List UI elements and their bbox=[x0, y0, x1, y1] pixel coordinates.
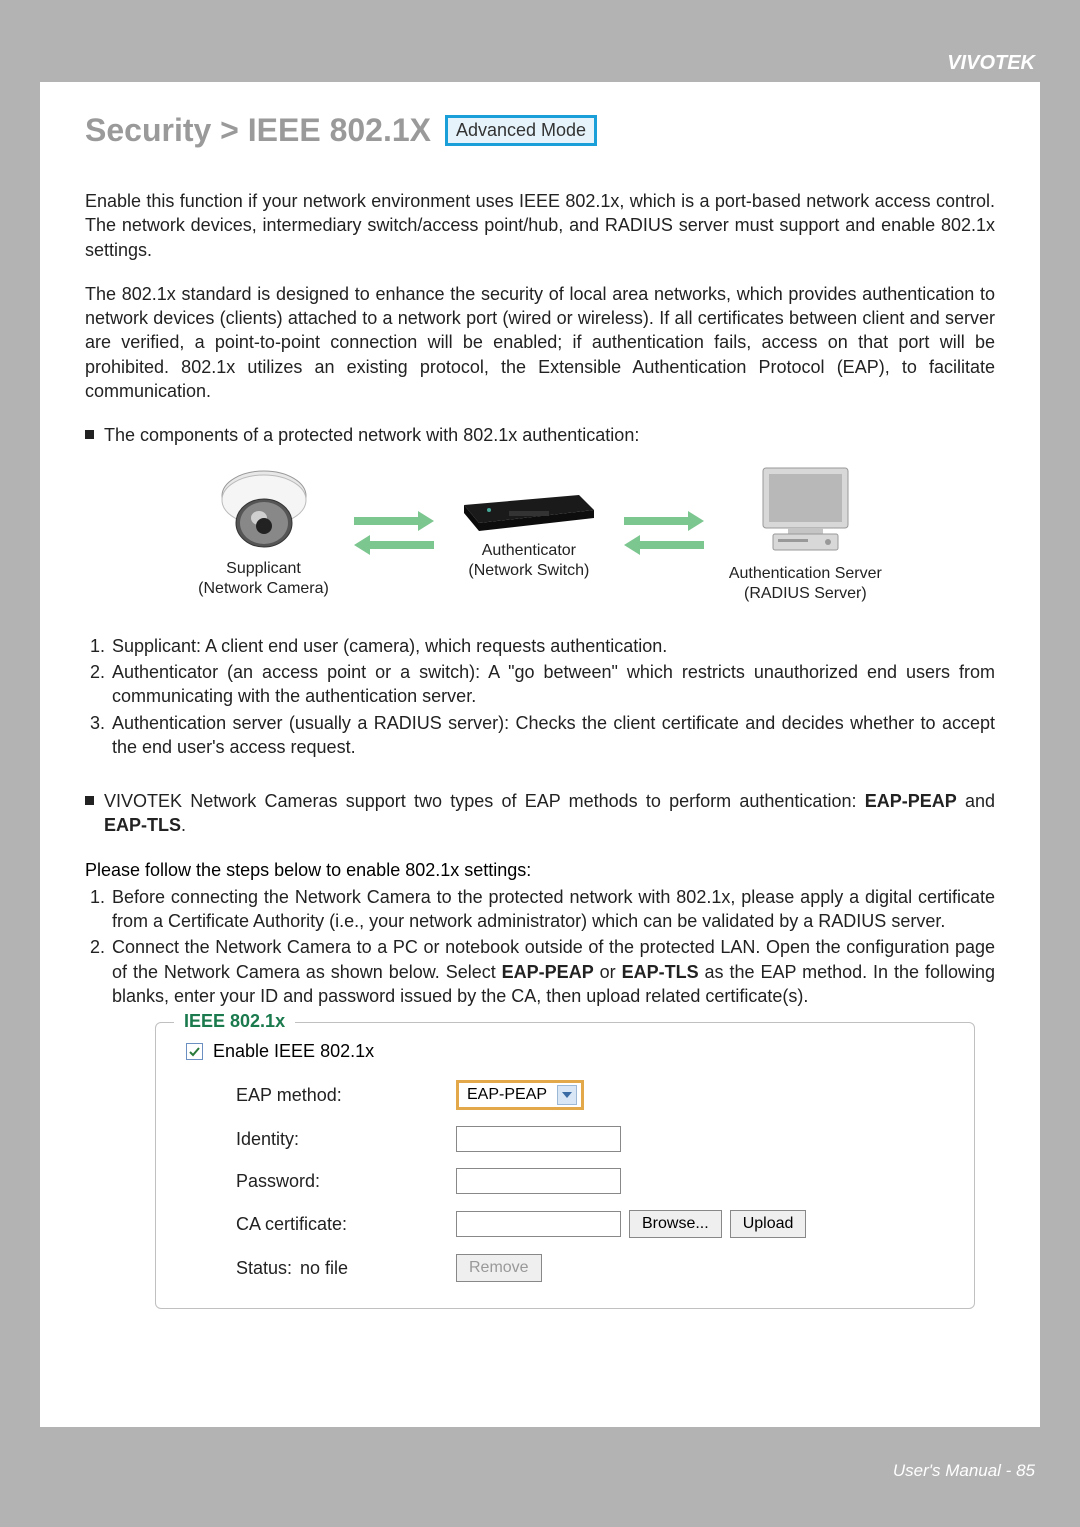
server-label: Authentication Server (RADIUS Server) bbox=[729, 564, 882, 604]
list-item: 3. Authentication server (usually a RADI… bbox=[90, 711, 995, 760]
eap-method-select[interactable]: EAP-PEAP bbox=[456, 1080, 584, 1110]
list-item: 2. Connect the Network Camera to a PC or… bbox=[90, 935, 995, 1008]
arrow-right-icon bbox=[624, 511, 704, 531]
check-icon bbox=[188, 1045, 201, 1058]
ca-certificate-row: CA certificate: Browse... Upload bbox=[186, 1210, 944, 1238]
page-header: VIVOTEK bbox=[0, 0, 1080, 82]
server-item: Authentication Server (RADIUS Server) bbox=[729, 463, 882, 604]
enable-checkbox-label: Enable IEEE 802.1x bbox=[213, 1041, 374, 1062]
upload-button[interactable]: Upload bbox=[730, 1210, 807, 1238]
arrow-pair-2 bbox=[624, 511, 704, 555]
advanced-mode-badge: Advanced Mode bbox=[445, 115, 597, 146]
enable-checkbox[interactable] bbox=[186, 1043, 203, 1060]
arrow-right-icon bbox=[354, 511, 434, 531]
intro-paragraph-1: Enable this function if your network env… bbox=[85, 189, 995, 262]
fieldset-legend: IEEE 802.1x bbox=[174, 1011, 295, 1032]
brand-logo: VIVOTEK bbox=[947, 52, 1035, 75]
components-bullet: The components of a protected network wi… bbox=[85, 423, 995, 447]
arrow-left-icon bbox=[624, 535, 704, 555]
steps-list: 1. Before connecting the Network Camera … bbox=[90, 885, 995, 1008]
arrow-pair-1 bbox=[354, 511, 434, 555]
components-list: 1. Supplicant: A client end user (camera… bbox=[90, 634, 995, 759]
page-title: Security > IEEE 802.1X bbox=[85, 112, 431, 149]
identity-input[interactable] bbox=[456, 1126, 621, 1152]
supplicant-label: Supplicant (Network Camera) bbox=[198, 559, 329, 599]
enable-checkbox-row: Enable IEEE 802.1x bbox=[186, 1041, 944, 1062]
list-item: 1. Before connecting the Network Camera … bbox=[90, 885, 995, 934]
password-input[interactable] bbox=[456, 1168, 621, 1194]
status-value: no file bbox=[300, 1258, 348, 1278]
ca-certificate-input[interactable] bbox=[456, 1211, 621, 1237]
footer-text: User's Manual - 85 bbox=[893, 1461, 1035, 1481]
bullet-icon bbox=[85, 430, 94, 439]
authenticator-label: Authenticator (Network Switch) bbox=[468, 541, 589, 581]
network-diagram: Supplicant (Network Camera) Authenticato… bbox=[85, 463, 995, 604]
server-icon bbox=[753, 463, 858, 558]
identity-row: Identity: bbox=[186, 1126, 944, 1152]
list-item: 1. Supplicant: A client end user (camera… bbox=[90, 634, 995, 658]
intro-section: Enable this function if your network env… bbox=[85, 189, 995, 403]
status-row: Status:no file Remove bbox=[186, 1254, 944, 1282]
password-row: Password: bbox=[186, 1168, 944, 1194]
list-item: 2. Authenticator (an access point or a s… bbox=[90, 660, 995, 709]
eap-methods-bullet: VIVOTEK Network Cameras support two type… bbox=[85, 789, 995, 838]
ieee-8021x-fieldset: IEEE 802.1x Enable IEEE 802.1x EAP metho… bbox=[155, 1022, 975, 1309]
bullet-icon bbox=[85, 796, 94, 805]
password-label: Password: bbox=[186, 1171, 456, 1192]
supplicant-item: Supplicant (Network Camera) bbox=[198, 468, 329, 599]
page-footer: User's Manual - 85 bbox=[0, 1427, 1080, 1487]
camera-icon bbox=[214, 468, 314, 553]
components-bullet-text: The components of a protected network wi… bbox=[104, 423, 639, 447]
switch-icon bbox=[459, 485, 599, 535]
browse-button[interactable]: Browse... bbox=[629, 1210, 722, 1238]
eap-methods-text: VIVOTEK Network Cameras support two type… bbox=[104, 789, 995, 838]
steps-intro: Please follow the steps below to enable … bbox=[85, 860, 995, 881]
remove-button[interactable]: Remove bbox=[456, 1254, 542, 1282]
status-label-area: Status:no file bbox=[186, 1258, 456, 1279]
identity-label: Identity: bbox=[186, 1129, 456, 1150]
page-content: Security > IEEE 802.1X Advanced Mode Ena… bbox=[40, 82, 1040, 1427]
eap-method-label: EAP method: bbox=[186, 1085, 456, 1106]
chevron-down-icon bbox=[557, 1085, 577, 1105]
title-row: Security > IEEE 802.1X Advanced Mode bbox=[85, 112, 995, 149]
intro-paragraph-2: The 802.1x standard is designed to enhan… bbox=[85, 282, 995, 403]
arrow-left-icon bbox=[354, 535, 434, 555]
ca-certificate-label: CA certificate: bbox=[186, 1214, 456, 1235]
authenticator-item: Authenticator (Network Switch) bbox=[459, 485, 599, 581]
eap-method-row: EAP method: EAP-PEAP bbox=[186, 1080, 944, 1110]
